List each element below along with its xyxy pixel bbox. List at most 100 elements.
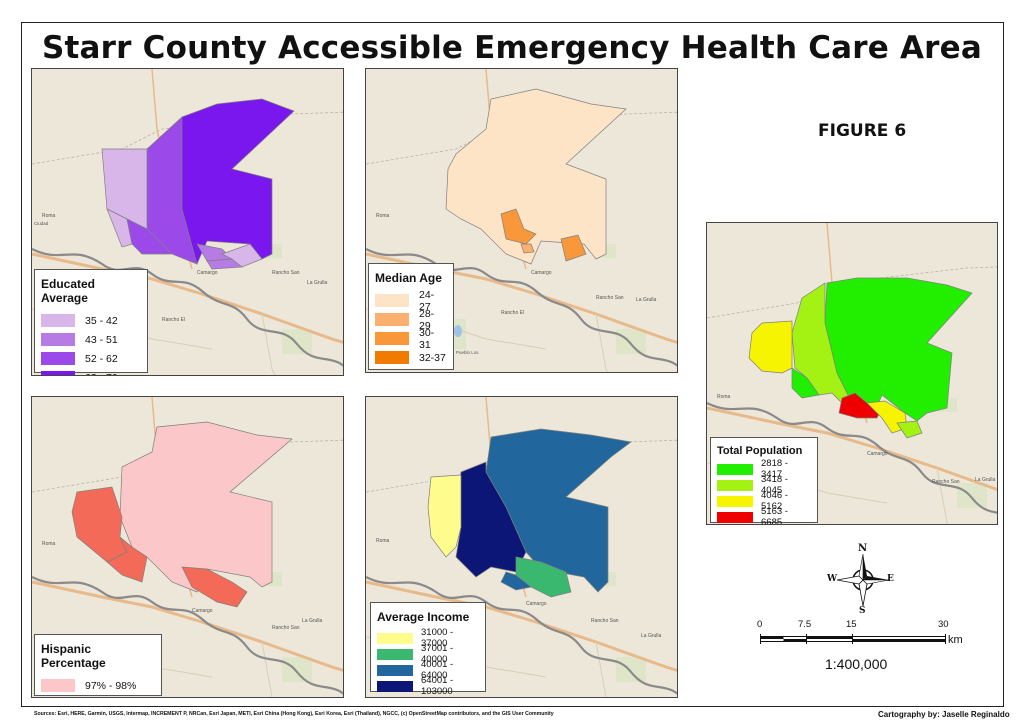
legend-item: 64001 - 103000 (377, 675, 479, 697)
legend-item: 30- 31 (375, 326, 447, 351)
legend-swatch (377, 664, 413, 676)
legend-item: 52 - 62 (41, 349, 141, 368)
legend-item: 40001 - 64000 (377, 659, 479, 681)
legend-label: 64001 - 103000 (421, 675, 454, 697)
page-title: Starr County Accessible Emergency Health… (41, 30, 982, 66)
svg-text:La Grulla: La Grulla (636, 297, 657, 303)
legend-title: Average Income (377, 610, 470, 624)
scale-unit-label: km (948, 634, 963, 646)
legend-label: 24- 27 (419, 288, 435, 313)
legend-swatch (41, 333, 75, 346)
svg-text:Camargo: Camargo (526, 601, 547, 607)
legend-swatch (375, 294, 409, 307)
svg-text:Rancho El: Rancho El (501, 310, 524, 316)
legend-label: 97% - 98% (85, 679, 137, 692)
legend-item: 4046 - 5162 (717, 490, 811, 512)
compass-east-label: E (887, 574, 894, 584)
legend-item: 5163 - 6685 (717, 506, 811, 525)
svg-text:Roma: Roma (376, 213, 390, 219)
svg-text:Rancho San: Rancho San (272, 625, 300, 631)
map-hispanic-percentage[interactable]: Roma Camargo Rancho San La Grulla Hispan… (31, 396, 344, 698)
legend-swatch (41, 314, 75, 327)
svg-text:Rancho San: Rancho San (591, 618, 619, 624)
legend-label: 2818 - 3417 (761, 458, 788, 480)
svg-text:La Grulla: La Grulla (302, 618, 323, 624)
north-arrow-icon (828, 544, 898, 616)
svg-text:La Grulla: La Grulla (641, 633, 662, 639)
legend-label: 43 - 51 (85, 333, 118, 346)
legend-label: 40001 - 64000 (421, 659, 454, 681)
cartography-credit: Cartography by: Jaselle Reginaldo (878, 710, 1010, 719)
legend-swatch (377, 680, 413, 692)
legend-label: 31000 - 37000 (421, 627, 454, 649)
svg-text:Roma: Roma (376, 538, 390, 544)
legend-label: 63 - 70 (85, 372, 118, 376)
legend-median-age: Median Age 24- 27 28- 29 30- 31 32-37 (368, 263, 454, 370)
svg-text:La Grulla: La Grulla (975, 477, 996, 483)
scale-tick-label: 7.5 (798, 619, 812, 630)
legend-swatch (377, 648, 413, 660)
svg-text:Camargo: Camargo (192, 608, 213, 614)
legend-item: 63 - 70 (41, 368, 141, 376)
compass-north-label: N (858, 543, 868, 554)
legend-label: 37001 - 40000 (421, 643, 454, 665)
legend-label: 4046 - 5162 (761, 490, 788, 512)
legend-item: 28- 29 (375, 307, 447, 332)
legend-item: 2818 - 3417 (717, 458, 811, 480)
svg-text:Camargo: Camargo (197, 270, 218, 276)
map-educated-average[interactable]: Roma Ciudad Camargo Rancho San La Grulla… (31, 68, 344, 376)
svg-text:Rancho San: Rancho San (932, 479, 960, 485)
legend-educated-average: Educated Average 35 - 42 43 - 51 52 - 62… (34, 269, 148, 376)
compass-west-label: W (827, 574, 838, 584)
legend-total-population: Total Population 2818 - 3417 3418 - 4045… (710, 437, 818, 525)
map-average-income[interactable]: Roma Camargo Rancho San La Grulla Averag… (365, 396, 678, 698)
legend-item: 37001 - 40000 (377, 643, 479, 665)
legend-item: 24- 27 (375, 288, 447, 313)
legend-swatch (717, 495, 753, 507)
svg-text:La Grulla: La Grulla (307, 280, 328, 286)
legend-title: Total Population (717, 445, 803, 457)
legend-item: 97% - 98% (41, 676, 155, 695)
svg-text:Camargo: Camargo (531, 270, 552, 276)
legend-label: 3418 - 4045 (761, 474, 788, 496)
svg-text:Roma: Roma (42, 213, 56, 219)
legend-swatch (375, 332, 409, 345)
map-total-population[interactable]: Roma Camargo Rancho San La Grulla Total … (706, 222, 998, 525)
svg-text:Camargo: Camargo (867, 451, 888, 457)
legend-label: 35 - 42 (85, 314, 118, 327)
svg-text:Rancho San: Rancho San (596, 295, 624, 301)
legend-swatch (377, 632, 413, 644)
map-layout-frame (21, 22, 1004, 707)
legend-label: 5163 - 6685 (761, 506, 788, 525)
legend-title: Educated Average (41, 277, 96, 305)
svg-text:Ciudad: Ciudad (34, 221, 49, 226)
compass-south-label: S (859, 606, 866, 616)
legend-label: 28- 29 (419, 307, 435, 332)
svg-text:Pueblo Los: Pueblo Los (456, 350, 479, 355)
scale-tick-label: 30 (938, 619, 949, 630)
legend-label: 30- 31 (419, 326, 435, 351)
scale-bar (760, 631, 946, 644)
svg-text:Roma: Roma (42, 541, 56, 547)
legend-item: 99% - 100% (41, 695, 155, 697)
legend-hispanic-percentage: Hispanic Percentage 97% - 98% 99% - 100% (34, 634, 162, 696)
legend-item: 35 - 42 (41, 311, 141, 330)
map-median-age[interactable]: Roma Camargo Rancho San La Grulla Rancho… (365, 68, 678, 373)
legend-swatch (41, 352, 75, 365)
legend-item: 32-37 (375, 348, 447, 367)
scale-ratio: 1:400,000 (825, 656, 888, 672)
legend-swatch (717, 463, 753, 475)
legend-swatch (717, 511, 753, 523)
sources-credit: Sources: Esri, HERE, Garmin, USGS, Inter… (34, 711, 554, 717)
svg-text:Rancho El: Rancho El (162, 317, 185, 323)
legend-title: Median Age (375, 271, 442, 285)
legend-item: 31000 - 37000 (377, 627, 479, 649)
legend-swatch (717, 479, 753, 491)
scale-tick-label: 0 (757, 619, 763, 630)
svg-text:Rancho San: Rancho San (272, 270, 300, 276)
legend-item: 3418 - 4045 (717, 474, 811, 496)
legend-swatch (375, 351, 409, 364)
legend-swatch (375, 313, 409, 326)
legend-label: 52 - 62 (85, 352, 118, 365)
legend-swatch (41, 371, 75, 375)
